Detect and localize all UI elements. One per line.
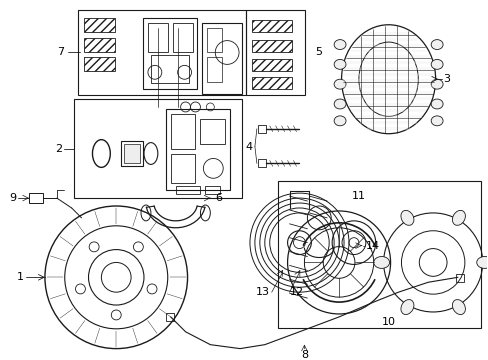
Text: 9: 9 xyxy=(9,193,16,203)
Bar xyxy=(172,23,192,53)
Bar xyxy=(74,99,242,198)
Text: 4: 4 xyxy=(245,141,252,152)
Ellipse shape xyxy=(451,210,465,225)
Text: 5: 5 xyxy=(315,48,322,58)
Text: 14: 14 xyxy=(365,240,379,251)
Ellipse shape xyxy=(333,116,346,126)
Ellipse shape xyxy=(333,79,346,89)
Text: 11: 11 xyxy=(351,191,365,201)
Ellipse shape xyxy=(430,116,442,126)
Bar xyxy=(78,10,245,95)
Text: 12: 12 xyxy=(289,287,303,297)
Text: 2: 2 xyxy=(55,144,61,154)
Bar xyxy=(251,77,291,89)
Bar xyxy=(207,58,222,82)
Bar xyxy=(170,114,195,149)
Bar xyxy=(148,23,167,53)
Bar xyxy=(251,40,291,51)
Bar xyxy=(202,23,242,94)
Ellipse shape xyxy=(400,300,413,315)
Bar xyxy=(83,38,115,51)
Ellipse shape xyxy=(333,99,346,109)
Bar xyxy=(124,144,140,163)
Ellipse shape xyxy=(476,257,488,269)
Bar xyxy=(257,159,265,167)
Text: 6: 6 xyxy=(215,193,222,203)
Bar xyxy=(245,10,305,95)
Ellipse shape xyxy=(333,59,346,69)
Bar xyxy=(277,181,480,328)
Ellipse shape xyxy=(333,40,346,50)
Ellipse shape xyxy=(430,79,442,89)
Text: 13: 13 xyxy=(255,287,269,297)
Bar xyxy=(151,55,188,83)
Bar xyxy=(165,313,173,321)
Bar xyxy=(29,193,43,203)
Bar xyxy=(455,274,463,282)
Ellipse shape xyxy=(451,300,465,315)
Bar xyxy=(207,28,222,53)
Text: 7: 7 xyxy=(57,48,63,58)
Ellipse shape xyxy=(430,99,442,109)
Bar xyxy=(257,125,265,133)
Bar xyxy=(121,141,142,166)
Bar xyxy=(175,186,200,194)
Ellipse shape xyxy=(373,257,389,269)
Bar xyxy=(83,58,115,71)
Bar xyxy=(205,186,220,194)
Bar xyxy=(165,109,230,190)
Bar xyxy=(83,18,115,32)
Ellipse shape xyxy=(430,40,442,50)
Text: 3: 3 xyxy=(442,74,449,84)
Ellipse shape xyxy=(430,59,442,69)
Bar xyxy=(142,18,197,89)
Text: 8: 8 xyxy=(300,350,307,360)
Text: 10: 10 xyxy=(381,317,395,327)
Text: 1: 1 xyxy=(17,272,24,282)
Bar xyxy=(251,20,291,32)
Bar xyxy=(170,153,195,183)
Bar xyxy=(200,119,225,144)
Ellipse shape xyxy=(400,210,413,225)
Bar xyxy=(251,59,291,71)
